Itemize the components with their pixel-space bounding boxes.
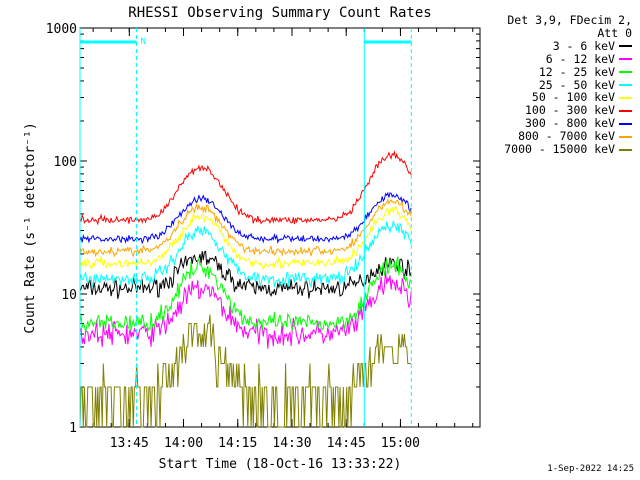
- y-tick-label: 10: [61, 288, 77, 303]
- series-layer: [79, 150, 412, 428]
- timestamp: 1-Sep-2022 14:25: [547, 464, 634, 474]
- night-overlay: N: [79, 28, 412, 427]
- legend-swatch: [619, 109, 632, 112]
- x-tick-label: 14:15: [218, 436, 257, 451]
- legend-item: 100 - 300 keV: [504, 104, 632, 117]
- plot-frame: [79, 27, 481, 428]
- legend-label: 100 - 300 keV: [524, 103, 615, 118]
- legend-item: 12 - 25 keV: [504, 64, 632, 79]
- legend-item: 300 - 800 keV: [504, 117, 632, 130]
- x-tick-label: 14:00: [164, 436, 203, 451]
- legend-item: 50 - 100 keV: [504, 91, 632, 104]
- y-tick-label: 100: [54, 155, 77, 170]
- legend-header-1: Det 3,9, FDecim 2,: [507, 13, 632, 27]
- legend-label: 6 - 12 keV: [545, 51, 615, 66]
- series-line-5: [79, 150, 412, 226]
- legend-label: 25 - 50 keV: [538, 77, 615, 92]
- x-tick-label: 14:45: [327, 436, 366, 451]
- legend-label: 12 - 25 keV: [538, 64, 615, 79]
- legend-item: 7000 - 15000 keV: [504, 143, 632, 156]
- legend-swatch: [619, 71, 632, 74]
- annotation-flag: N: [141, 37, 146, 47]
- legend-header-2: Att 0: [597, 25, 632, 40]
- y-tick-label: 1000: [46, 22, 77, 37]
- series-line-1: [79, 270, 412, 349]
- series-line-8: [79, 314, 412, 428]
- x-tick-label: 13:45: [110, 436, 149, 451]
- legend-swatch: [619, 58, 632, 61]
- legend-label: 800 - 7000 keV: [518, 129, 615, 144]
- legend-item: 6 - 12 keV: [504, 51, 632, 66]
- series-line-0: [79, 250, 412, 299]
- legend-item: 3 - 6 keV: [504, 38, 632, 53]
- series-line-3: [79, 220, 412, 289]
- series-line-4: [79, 206, 412, 271]
- legend-swatch: [619, 122, 632, 125]
- x-tick-label: 14:30: [272, 436, 311, 451]
- legend-swatch: [619, 135, 632, 138]
- legend-label: 50 - 100 keV: [531, 90, 615, 105]
- legend-swatch: [619, 45, 632, 48]
- legend: Det 3,9, FDecim 2, Att 0 3 - 6 keV 6 - 12…: [504, 14, 632, 156]
- series-line-6: [79, 191, 412, 245]
- series-line-2: [79, 256, 412, 333]
- legend-item: 25 - 50 keV: [504, 77, 632, 92]
- legend-label: 3 - 6 keV: [552, 38, 615, 53]
- y-axis-label: Count Rate (s⁻¹ detector⁻¹): [23, 122, 38, 333]
- legend-item: 800 - 7000 keV: [504, 130, 632, 143]
- x-tick-label: 15:00: [381, 436, 420, 451]
- legend-swatch: [619, 96, 632, 99]
- y-tick-label: 1: [69, 421, 77, 436]
- series-line-7: [79, 197, 412, 258]
- legend-label: 300 - 800 keV: [524, 116, 615, 131]
- legend-swatch: [619, 148, 632, 151]
- chart-title: RHESSI Observing Summary Count Rates: [128, 5, 431, 21]
- legend-label: 7000 - 15000 keV: [504, 142, 615, 157]
- x-axis-label: Start Time (18-Oct-16 13:33:22): [159, 457, 402, 472]
- legend-swatch: [619, 83, 632, 86]
